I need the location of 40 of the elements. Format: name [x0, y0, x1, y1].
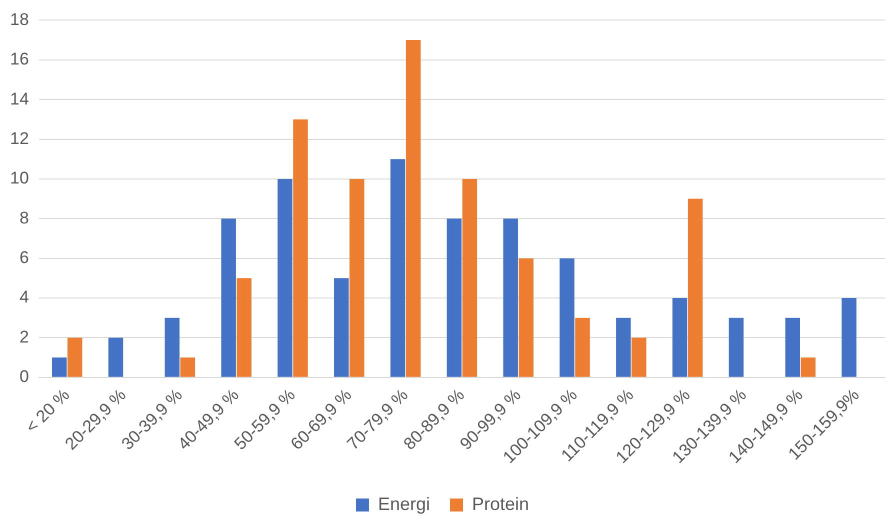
bar	[728, 318, 744, 377]
bar	[68, 338, 82, 377]
x-tick-label: < 20 %	[22, 385, 74, 437]
y-tick-label: 4	[19, 288, 29, 307]
legend-label: Protein	[472, 494, 530, 514]
bar	[632, 338, 646, 377]
bar	[672, 298, 688, 377]
bar	[406, 40, 421, 377]
bar	[108, 338, 124, 377]
bar	[800, 358, 816, 377]
bar	[842, 298, 856, 377]
bar	[164, 318, 180, 377]
y-tick-label: 2	[19, 327, 29, 346]
y-tick-label: 6	[19, 248, 29, 268]
bar	[334, 278, 349, 377]
bar	[390, 159, 406, 377]
bar	[52, 358, 67, 377]
y-tick-label: 10	[10, 168, 29, 188]
y-tick-label: 8	[19, 208, 29, 228]
bar	[446, 218, 462, 377]
bar	[518, 258, 534, 377]
bar	[462, 178, 478, 377]
bar	[180, 358, 196, 377]
bar	[293, 119, 308, 377]
bar	[278, 178, 292, 377]
y-tick-label: 14	[10, 89, 29, 108]
bar	[785, 318, 800, 377]
y-tick-label: 18	[10, 10, 29, 29]
y-tick-label: 12	[10, 128, 29, 148]
bar	[688, 198, 703, 377]
legend-label: Energi	[378, 494, 430, 514]
y-tick-label: 16	[10, 50, 29, 69]
bar	[221, 218, 236, 377]
bar	[575, 318, 590, 377]
bar	[236, 278, 252, 377]
bar	[560, 258, 574, 377]
bar	[350, 178, 364, 377]
y-tick-label: 0	[19, 367, 29, 386]
bar	[616, 318, 631, 377]
bar	[503, 218, 518, 377]
